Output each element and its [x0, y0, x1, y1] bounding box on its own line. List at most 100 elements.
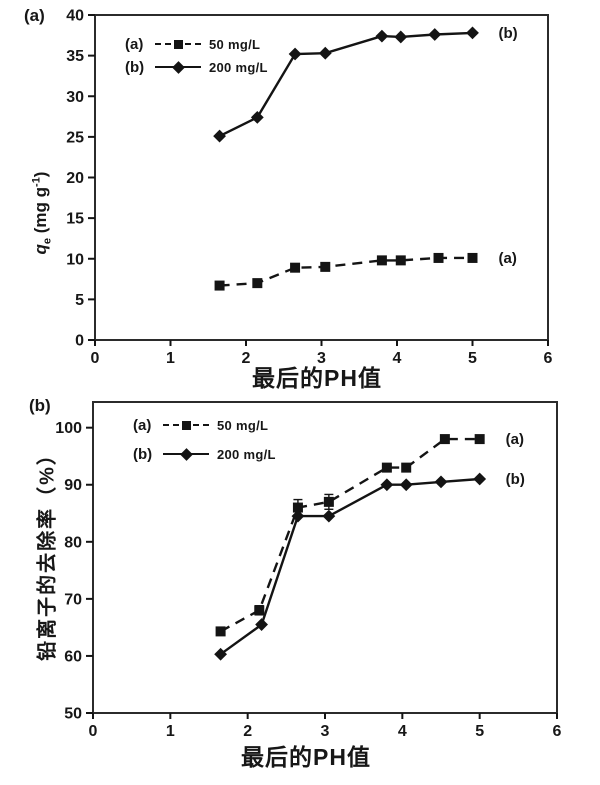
square-marker-icon: [474, 434, 485, 445]
legend-label: 200 mg/L: [217, 446, 276, 462]
y-tick-label-b: 70: [64, 591, 82, 608]
diamond-marker-icon: [214, 647, 227, 661]
diamond-marker-icon: [466, 26, 479, 40]
y-tick-label-a: 5: [75, 292, 84, 309]
square-marker-icon: [395, 255, 406, 266]
x-axis-title-chart-a: 最后的PH值: [252, 365, 382, 391]
y-axis-title-chart-a: qe (mg g-1): [30, 172, 53, 255]
y-axis-symbol: q: [31, 244, 51, 255]
panel-label-b: (b): [29, 396, 51, 415]
x-tick-label-a: 5: [468, 350, 477, 367]
diamond-marker-icon: [291, 509, 305, 523]
diamond-marker-icon: [179, 447, 193, 461]
series-end-label-b: (a): [506, 431, 524, 448]
x-tick-label-a: 6: [544, 350, 553, 367]
square-marker-icon: [439, 434, 450, 445]
panel-label-a: (a): [24, 6, 45, 25]
x-tick-label-a: 3: [317, 350, 326, 367]
x-tick-label-b: 3: [321, 723, 330, 740]
legend-chart-a: (a) 50 mg/L (b) 200 mg/L: [125, 35, 268, 81]
legend-key: (b): [125, 58, 145, 76]
legend-key: (a): [133, 416, 152, 434]
x-tick-label-b: 4: [398, 723, 407, 740]
y-tick-label-a: 0: [75, 333, 84, 350]
series-end-label-a: (a): [499, 250, 517, 267]
diamond-marker-icon: [473, 472, 487, 486]
y-tick-label-b: 100: [55, 420, 82, 437]
square-marker-icon: [252, 278, 263, 289]
legend-sample-solid-diamond: [163, 447, 209, 461]
x-tick-label-a: 2: [242, 350, 251, 367]
square-marker-icon: [214, 280, 225, 291]
square-marker-icon: [433, 252, 444, 263]
series-line-a-50mgL: [219, 256, 473, 287]
square-marker-icon: [376, 255, 387, 266]
y-tick-label-b: 60: [64, 648, 82, 665]
legend-item-50mgL: (a) 50 mg/L: [133, 416, 276, 434]
y-axis-subscript: e: [41, 237, 54, 245]
diamond-marker-icon: [380, 478, 394, 492]
diamond-marker-icon: [318, 46, 332, 60]
square-marker-icon: [292, 502, 303, 513]
y-tick-label-b: 50: [64, 706, 82, 723]
series-end-label-b: (b): [506, 471, 525, 488]
y-axis-title-chart-b: 铅离子的去除率（%）: [36, 443, 59, 661]
x-axis-title-chart-b: 最后的PH值: [241, 744, 371, 770]
legend-label: 50 mg/L: [217, 417, 269, 433]
x-tick-label-b: 0: [89, 723, 98, 740]
square-marker-icon: [323, 496, 334, 507]
y-axis-unit-suffix: ): [31, 171, 51, 178]
square-marker-icon: [173, 39, 183, 49]
y-axis-unit-prefix: (mg g: [31, 186, 51, 238]
legend-label: 50 mg/L: [209, 36, 261, 52]
diamond-marker-icon: [434, 475, 448, 489]
series-line-b-50mgL: [220, 437, 480, 633]
square-marker-icon: [467, 252, 478, 263]
x-tick-label-a: 4: [393, 350, 402, 367]
square-marker-icon: [215, 626, 226, 637]
diamond-marker-icon: [255, 618, 268, 631]
x-tick-label-b: 6: [553, 723, 562, 740]
y-tick-label-a: 15: [66, 211, 84, 228]
square-marker-icon: [401, 462, 412, 473]
square-marker-icon: [254, 605, 265, 616]
y-tick-label-b: 90: [64, 477, 82, 494]
diamond-marker-icon: [213, 129, 226, 143]
y-tick-label-b: 80: [64, 534, 82, 551]
legend-item-50mgL: (a) 50 mg/L: [125, 35, 268, 53]
legend-sample-solid-diamond: [155, 60, 201, 74]
diamond-marker-icon: [171, 60, 185, 74]
diamond-marker-icon: [375, 29, 389, 43]
x-tick-label-a: 1: [166, 350, 175, 367]
y-tick-label-a: 25: [66, 129, 84, 146]
diamond-marker-icon: [394, 30, 408, 44]
x-tick-label-a: 0: [91, 350, 100, 367]
y-axis-superscript: -1: [30, 177, 43, 187]
diamond-marker-icon: [399, 478, 413, 492]
diamond-marker-icon: [428, 28, 442, 41]
diamond-marker-icon: [250, 110, 264, 124]
legend-sample-dashed-square: [155, 38, 201, 51]
square-marker-icon: [290, 262, 301, 273]
x-tick-label-b: 5: [475, 723, 484, 740]
square-marker-icon: [381, 462, 392, 473]
y-tick-label-a: 20: [66, 170, 84, 187]
x-tick-label-b: 1: [166, 723, 175, 740]
legend-sample-dashed-square: [163, 419, 209, 432]
y-tick-label-a: 10: [66, 251, 84, 268]
legend-label: 200 mg/L: [209, 59, 268, 75]
diamond-marker-icon: [322, 509, 336, 523]
square-marker-icon: [320, 261, 331, 272]
square-marker-icon: [181, 420, 191, 430]
legend-key: (a): [125, 35, 144, 53]
series-end-label-a: (b): [499, 25, 518, 42]
diamond-marker-icon: [288, 47, 302, 61]
y-tick-label-a: 30: [66, 89, 84, 106]
x-tick-label-b: 2: [243, 723, 252, 740]
y-tick-label-a: 40: [66, 8, 84, 25]
legend-key: (b): [133, 445, 153, 463]
legend-item-200mgL: (b) 200 mg/L: [125, 58, 268, 76]
legend-chart-b: (a) 50 mg/L (b) 200 mg/L: [133, 416, 276, 474]
